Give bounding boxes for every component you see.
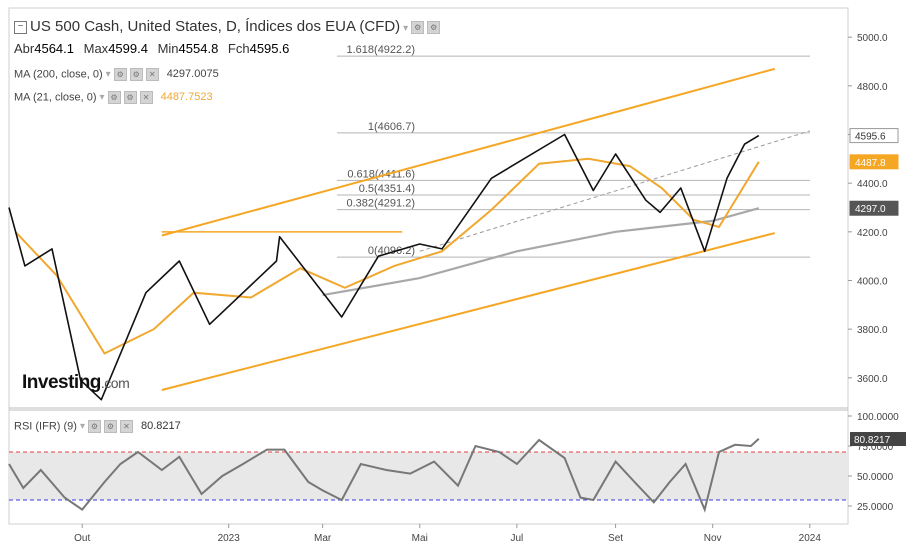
rsi-tick-label: 25.0000 xyxy=(857,502,894,513)
instrument-title: US 500 Cash, United States, D, Índices d… xyxy=(30,18,400,35)
gear-icon[interactable]: ⚙ xyxy=(427,21,440,34)
y-tick-label: 3800.0 xyxy=(857,325,888,336)
x-tick-label: 2024 xyxy=(799,533,822,544)
ma21-dropdown-icon[interactable]: ▾ xyxy=(100,92,105,103)
y-tick-label: 4400.0 xyxy=(857,179,888,190)
x-tick-label: Out xyxy=(74,533,90,544)
rsi-settings-icon[interactable]: ⚙ xyxy=(88,420,101,433)
rsi-tick-label: 50.0000 xyxy=(857,472,894,483)
ma21-close-icon[interactable]: ✕ xyxy=(140,91,153,104)
ma21-settings-icon[interactable]: ⚙ xyxy=(108,91,121,104)
ohlc-readout: Abr4564.1 Max4599.4 Min4554.8 Fch4595.6 xyxy=(14,41,295,56)
close-value: 4595.6 xyxy=(250,41,290,56)
fib-level-label: 0.5(4351.4) xyxy=(359,183,415,195)
price-tag-label: 4595.6 xyxy=(855,132,886,143)
ma200-value: 4297.0075 xyxy=(167,68,219,80)
ma21-legend[interactable]: MA (21, close, 0) ▾ ⚙ ⚙ ✕ 4487.7523 xyxy=(14,91,213,104)
rsi-band xyxy=(9,452,848,500)
rsi-value: 80.8217 xyxy=(141,420,181,432)
close-label: Fch xyxy=(228,41,250,56)
price-tag-label: 4297.0 xyxy=(855,204,886,215)
chart-title: − US 500 Cash, United States, D, Índices … xyxy=(14,18,440,35)
y-tick-label: 4200.0 xyxy=(857,228,888,239)
investing-logo: Investing.com xyxy=(22,372,129,394)
x-tick-label: 2023 xyxy=(218,533,241,544)
collapse-icon[interactable]: − xyxy=(14,21,27,34)
fib-level-label: 0.382(4291.2) xyxy=(347,198,416,210)
ma200-legend[interactable]: MA (200, close, 0) ▾ ⚙ ⚙ ✕ 4297.0075 xyxy=(14,68,219,81)
title-dropdown-icon[interactable]: ▾ xyxy=(403,23,408,34)
rsi-tag-label: 80.8217 xyxy=(854,435,891,446)
low-value: 4554.8 xyxy=(179,41,219,56)
rsi-label: RSI (IFR) (9) xyxy=(14,420,77,432)
y-tick-label: 4800.0 xyxy=(857,82,888,93)
x-tick-label: Nov xyxy=(704,533,722,544)
rsi-gear-icon[interactable]: ⚙ xyxy=(104,420,117,433)
logo-suffix: .com xyxy=(101,375,129,391)
chart-frame xyxy=(9,8,848,524)
ma200-dropdown-icon[interactable]: ▾ xyxy=(106,69,111,80)
ma200-settings-icon[interactable]: ⚙ xyxy=(114,68,127,81)
low-label: Min xyxy=(158,41,179,56)
y-tick-label: 5000.0 xyxy=(857,33,888,44)
x-tick-label: Mar xyxy=(314,533,332,544)
y-tick-label: 3600.0 xyxy=(857,374,888,385)
open-label: Abr xyxy=(14,41,34,56)
x-tick-label: Mai xyxy=(412,533,428,544)
high-label: Max xyxy=(84,41,109,56)
price-tag-label: 4487.8 xyxy=(855,158,886,169)
ma200-close-icon[interactable]: ✕ xyxy=(146,68,159,81)
x-tick-label: Set xyxy=(608,533,623,544)
ma21-gear-icon[interactable]: ⚙ xyxy=(124,91,137,104)
fib-level-label: 1.618(4922.2) xyxy=(347,44,416,56)
high-value: 4599.4 xyxy=(108,41,148,56)
ma21-label: MA (21, close, 0) xyxy=(14,91,97,103)
ma21-value: 4487.7523 xyxy=(161,91,213,103)
x-tick-label: Jul xyxy=(510,533,523,544)
rsi-legend[interactable]: RSI (IFR) (9) ▾ ⚙ ⚙ ✕ 80.8217 xyxy=(14,420,181,433)
open-value: 4564.1 xyxy=(34,41,74,56)
settings-icon[interactable]: ⚙ xyxy=(411,21,424,34)
rsi-dropdown-icon[interactable]: ▾ xyxy=(80,421,85,432)
ma200-gear-icon[interactable]: ⚙ xyxy=(130,68,143,81)
fib-level-label: 1(4606.7) xyxy=(368,121,415,133)
y-tick-label: 4000.0 xyxy=(857,276,888,287)
logo-brand: Investing xyxy=(22,372,101,393)
rsi-tick-label: 100.0000 xyxy=(857,412,899,423)
rsi-close-icon[interactable]: ✕ xyxy=(120,420,133,433)
ma200-label: MA (200, close, 0) xyxy=(14,68,103,80)
